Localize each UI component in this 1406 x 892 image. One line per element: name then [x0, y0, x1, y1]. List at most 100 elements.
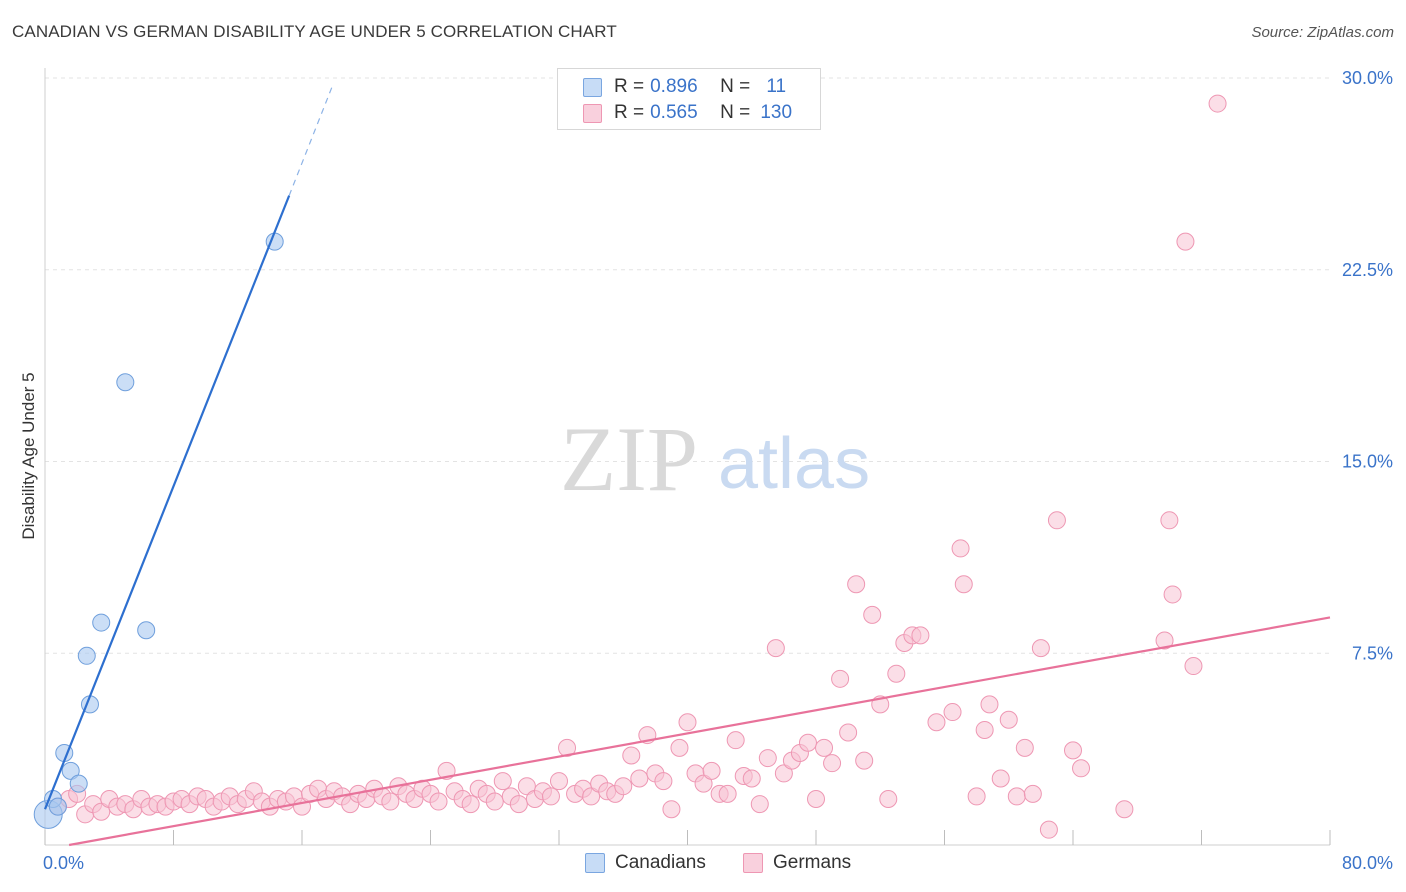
- y-tick-label: 30.0%: [1342, 68, 1393, 88]
- germans-legend-swatch: [743, 853, 763, 873]
- canadians-legend-swatch: [585, 853, 605, 873]
- germans-point: [742, 769, 761, 788]
- canadians-points: [33, 232, 284, 829]
- r-label: R =: [614, 76, 645, 97]
- germans-point: [517, 777, 536, 796]
- germans-point: [991, 769, 1010, 788]
- x-tick-label: 0.0%: [43, 853, 84, 873]
- germans-point: [1115, 800, 1134, 819]
- germans-point: [980, 695, 999, 714]
- germans-point: [831, 669, 850, 688]
- legend-item-germans: Germans: [743, 852, 851, 874]
- y-tick-label: 22.5%: [1342, 260, 1393, 280]
- canadians-point: [92, 613, 111, 632]
- germans-point: [887, 664, 906, 683]
- germans-point: [847, 575, 866, 594]
- watermark: ZIP atlas: [560, 408, 870, 510]
- canadians-point: [69, 774, 88, 793]
- germans-point: [879, 789, 898, 808]
- germans-legend-label: Germans: [773, 852, 852, 873]
- r-value: 0.896: [650, 76, 698, 97]
- germans-point: [774, 764, 793, 783]
- germans-point: [1208, 94, 1227, 113]
- n-label: N =: [720, 76, 751, 97]
- watermark-zip: ZIP: [560, 408, 698, 510]
- x-tick-label: 80.0%: [1342, 853, 1393, 873]
- trend-lines: [43, 85, 1331, 847]
- germans-point: [381, 792, 400, 811]
- germans-point: [750, 795, 769, 814]
- germans-point: [702, 761, 721, 780]
- germans-point: [718, 784, 737, 803]
- germans-point: [1184, 657, 1203, 676]
- legend-row-canadians: R = 0.896 N = 11: [614, 74, 796, 100]
- germans-point: [863, 605, 882, 624]
- canadians-point: [137, 621, 156, 640]
- germans-point: [1072, 759, 1091, 778]
- germans-point: [1047, 511, 1066, 530]
- germans-point: [1015, 738, 1034, 757]
- watermark-atlas: atlas: [718, 424, 870, 504]
- germans-point: [461, 795, 480, 814]
- germans-point: [758, 749, 777, 768]
- germans-point: [999, 710, 1018, 729]
- germans-point: [485, 792, 504, 811]
- germans-point: [954, 575, 973, 594]
- germans-point: [951, 539, 970, 558]
- germans-point: [967, 787, 986, 806]
- germans-point: [807, 789, 825, 808]
- germans-point: [614, 777, 633, 796]
- germans-point: [694, 774, 713, 793]
- germans-point: [1155, 631, 1174, 650]
- germans-point: [1007, 787, 1026, 806]
- germans-point: [1176, 232, 1195, 251]
- germans-point: [550, 772, 568, 791]
- grid-lines: [45, 77, 1330, 654]
- germans-point: [1039, 820, 1058, 839]
- germans-point: [509, 795, 528, 814]
- germans-point: [726, 731, 745, 750]
- germans-point: [1163, 585, 1182, 604]
- n-value: 130: [760, 102, 793, 123]
- canadians-swatch: [583, 78, 602, 97]
- r-label: R =: [614, 102, 645, 123]
- canadians-point: [48, 797, 67, 816]
- germans-point: [815, 738, 834, 757]
- canadians-point: [77, 646, 96, 665]
- canadians-trend-extension: [288, 85, 334, 196]
- germans-point: [582, 787, 601, 806]
- germans-trend-line: [68, 616, 1331, 847]
- source-label: Source: ZipAtlas.com: [1251, 24, 1394, 41]
- germans-point: [662, 800, 681, 819]
- germans-point: [839, 723, 858, 742]
- r-value: 0.565: [650, 102, 698, 123]
- germans-swatch: [583, 104, 602, 123]
- germans-point: [92, 802, 111, 821]
- germans-point: [670, 738, 689, 757]
- germans-point: [429, 792, 448, 811]
- germans-point: [630, 769, 649, 788]
- y-axis-label: Disability Age Under 5: [19, 372, 38, 539]
- legend-row-germans: R = 0.565 N = 130: [614, 100, 796, 126]
- germans-point: [823, 754, 842, 773]
- n-value: 11: [766, 76, 787, 97]
- canadians-legend-label: Canadians: [615, 852, 706, 873]
- germans-points: [48, 94, 1227, 839]
- germans-point: [1023, 784, 1042, 803]
- germans-point: [855, 751, 874, 770]
- y-tick-label: 15.0%: [1342, 452, 1393, 472]
- germans-point: [1064, 741, 1082, 760]
- germans-point: [927, 713, 946, 732]
- germans-point: [798, 733, 817, 752]
- axis-labels: 7.5% 15.0% 22.5% 30.0% 0.0% 80.0% Disability A…: [19, 68, 1393, 873]
- canadians-point: [116, 373, 135, 392]
- correlation-legend: R = 0.896 N = 11 R = 0.565 N = 130: [557, 68, 821, 130]
- germans-point: [943, 703, 962, 722]
- y-tick-label: 7.5%: [1352, 643, 1393, 663]
- germans-point: [493, 772, 512, 791]
- n-label: N =: [720, 102, 751, 123]
- germans-point: [678, 713, 697, 732]
- canadians-trend-line: [43, 195, 291, 810]
- canadians-point: [61, 761, 80, 780]
